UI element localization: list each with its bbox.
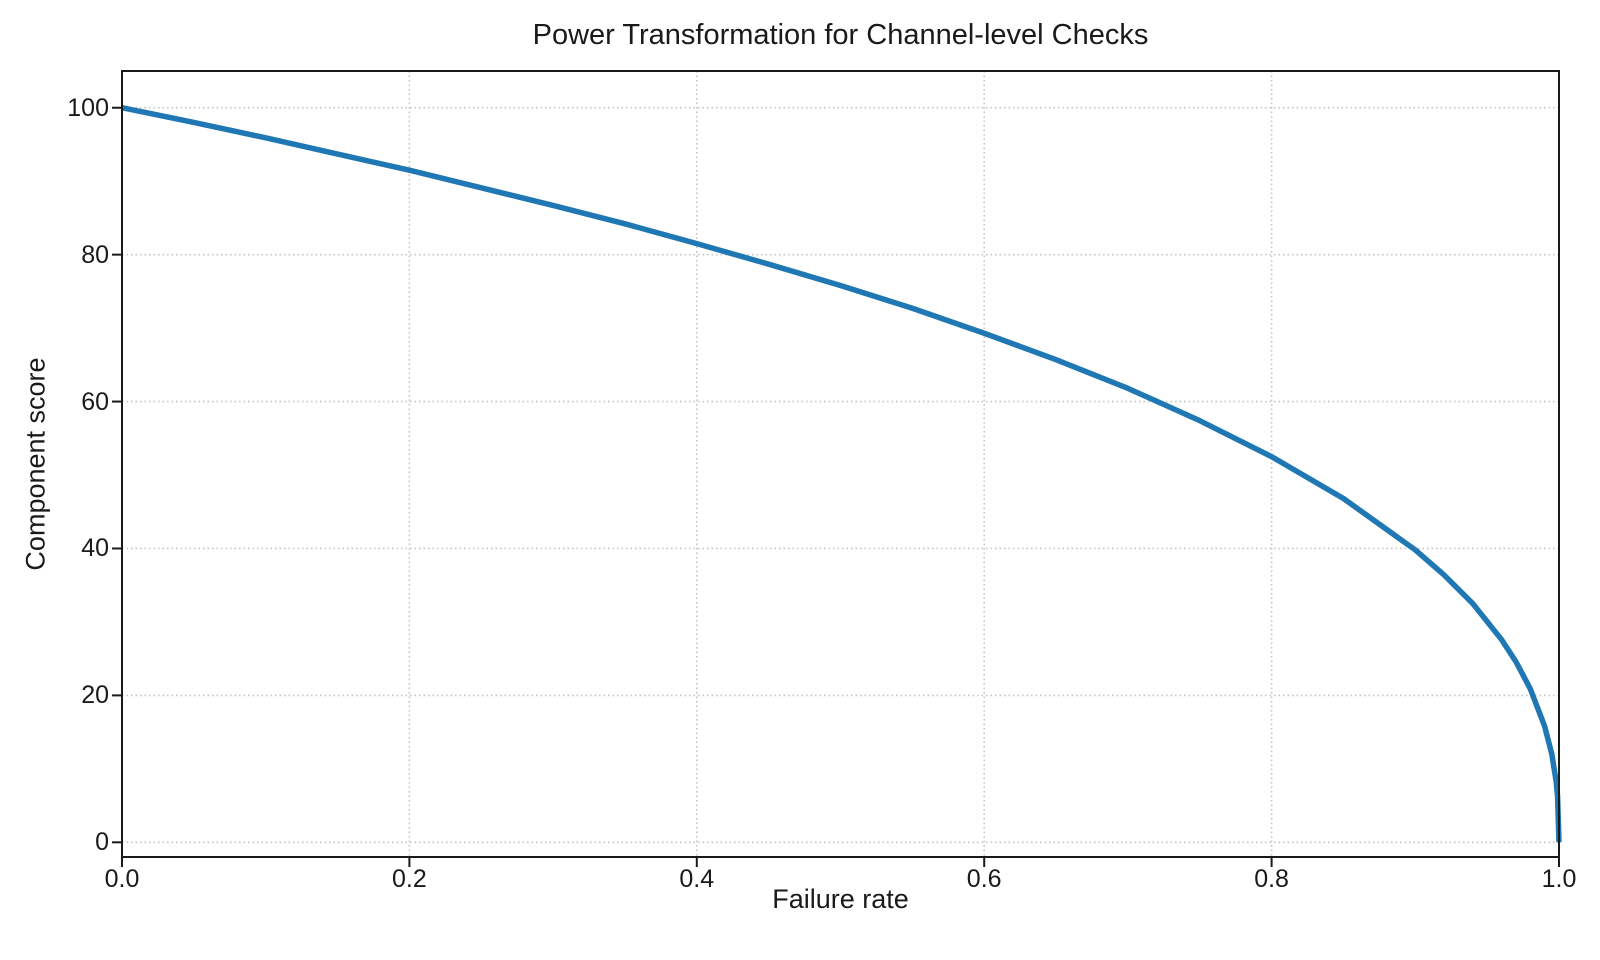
chart-title: Power Transformation for Channel-level C… [532, 19, 1149, 51]
component-score-curve [121, 105, 1562, 843]
x-tick-label: 0.6 [966, 865, 1002, 893]
x-tick-label: 1.0 [1541, 865, 1577, 893]
y-tick-label: 100 [67, 93, 109, 122]
x-tick-label: 0.8 [1254, 865, 1289, 893]
x-tick-label: 0.0 [104, 865, 140, 893]
x-axis-label: Failure rate [772, 884, 909, 914]
y-tick-label: 80 [81, 240, 109, 269]
y-tick-label: 0 [95, 828, 109, 857]
y-tick-label: 20 [81, 681, 109, 710]
x-tick-label: 0.2 [392, 865, 427, 893]
x-tick-label: 0.4 [679, 865, 715, 893]
y-tick-label: 40 [81, 534, 109, 563]
y-tick-label: 60 [81, 387, 109, 416]
axes-spines [121, 70, 1560, 858]
